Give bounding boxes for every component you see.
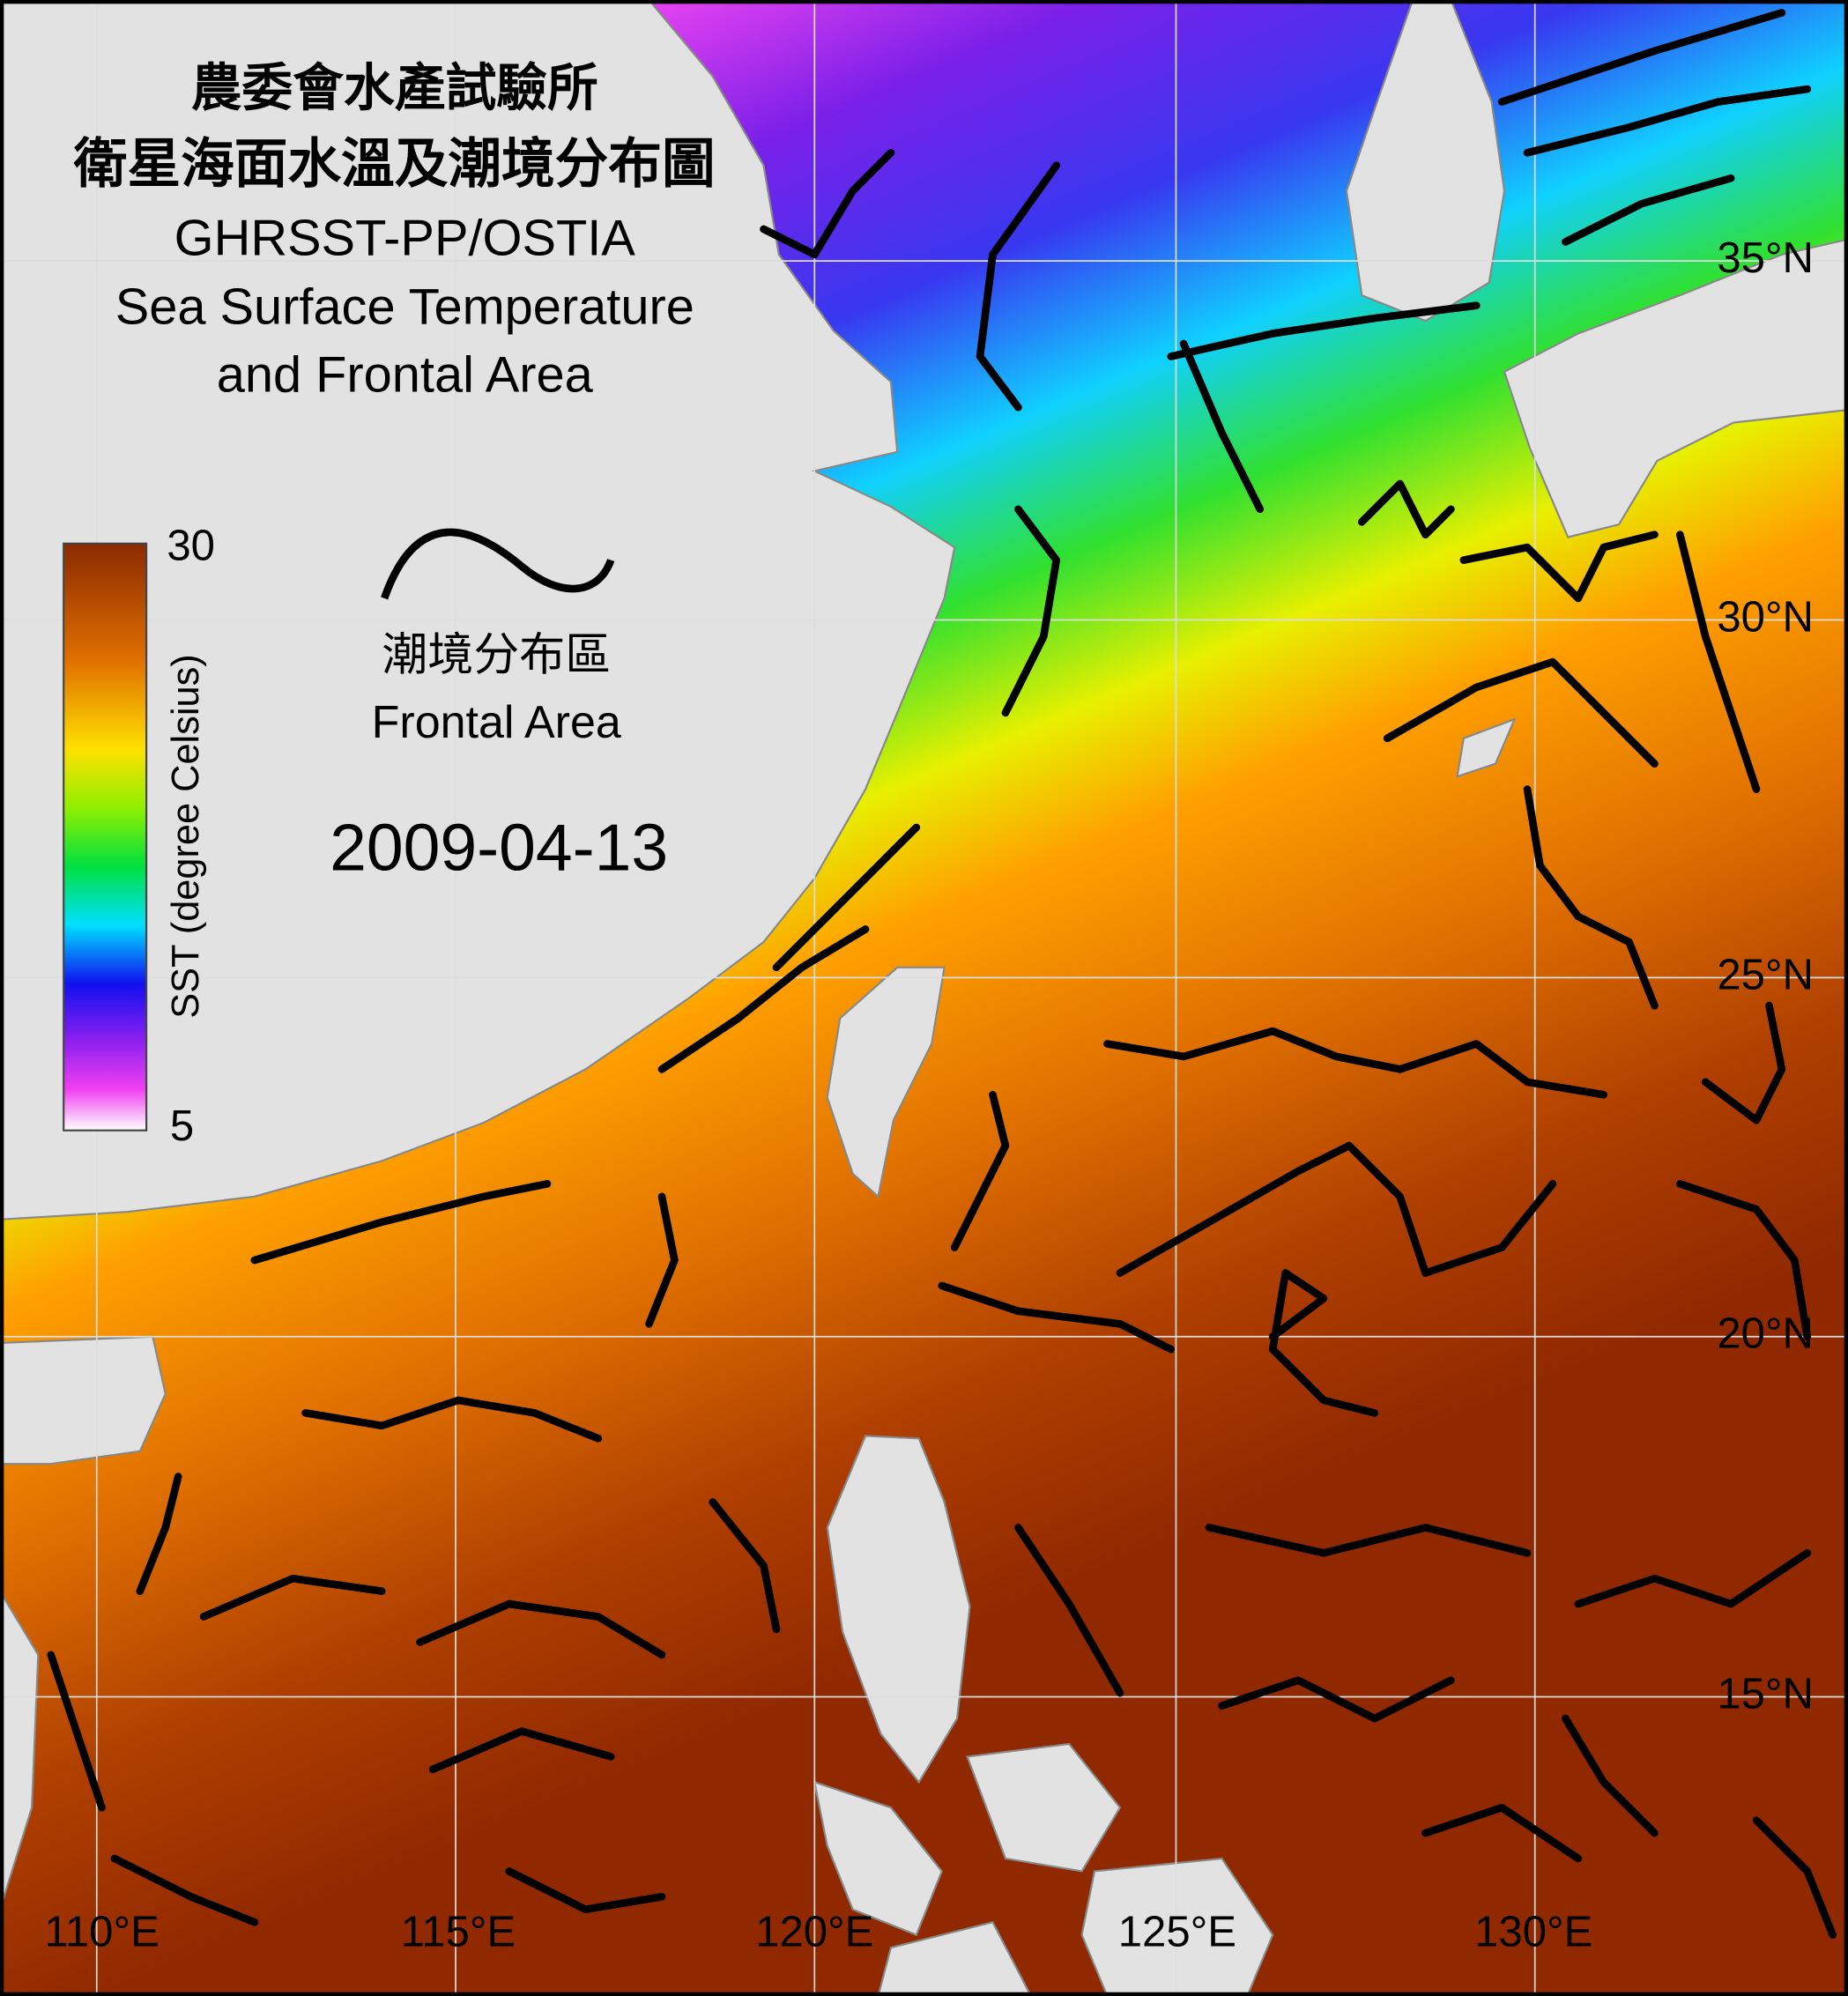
title: and Frontal Area [217, 346, 594, 403]
lat-label: 25°N [1717, 951, 1814, 998]
lon-label: 125°E [1118, 1909, 1236, 1956]
colorbar-max: 30 [167, 523, 215, 570]
title: 衛星海面水溫及潮境分布圖 [73, 134, 716, 194]
lon-label: 115°E [401, 1909, 516, 1956]
legend-symbol [381, 528, 615, 600]
lon-label: 130°E [1474, 1909, 1592, 1956]
colorbar-min: 5 [170, 1102, 194, 1150]
lon-label: 110°E [44, 1909, 160, 1956]
title: 農委會水產試驗所 [191, 60, 598, 116]
lat-label: 30°N [1717, 593, 1814, 641]
lat-label: 35°N [1717, 234, 1814, 282]
longitude-labels: 110°E 115°E 120°E 125°E 130°E [44, 1909, 1592, 1956]
date: 2009-04-13 [330, 811, 668, 885]
lat-label: 15°N [1717, 1671, 1814, 1718]
colorbar [63, 542, 148, 1132]
lon-label: 120°E [755, 1909, 873, 1956]
title: Sea Surface Temperature [115, 279, 694, 336]
legend-label: 潮境分布區 [382, 630, 611, 681]
latitude-labels: 35°N 30°N 25°N 20°N 15°N [1717, 234, 1814, 1718]
title: GHRSST-PP/OSTIA [174, 211, 636, 267]
frontal-lines [47, 9, 1837, 1939]
legend-label: Frontal Area [372, 697, 621, 748]
colorbar-label: SST (degree Celsius) [165, 654, 207, 1018]
lat-label: 20°N [1717, 1310, 1814, 1358]
